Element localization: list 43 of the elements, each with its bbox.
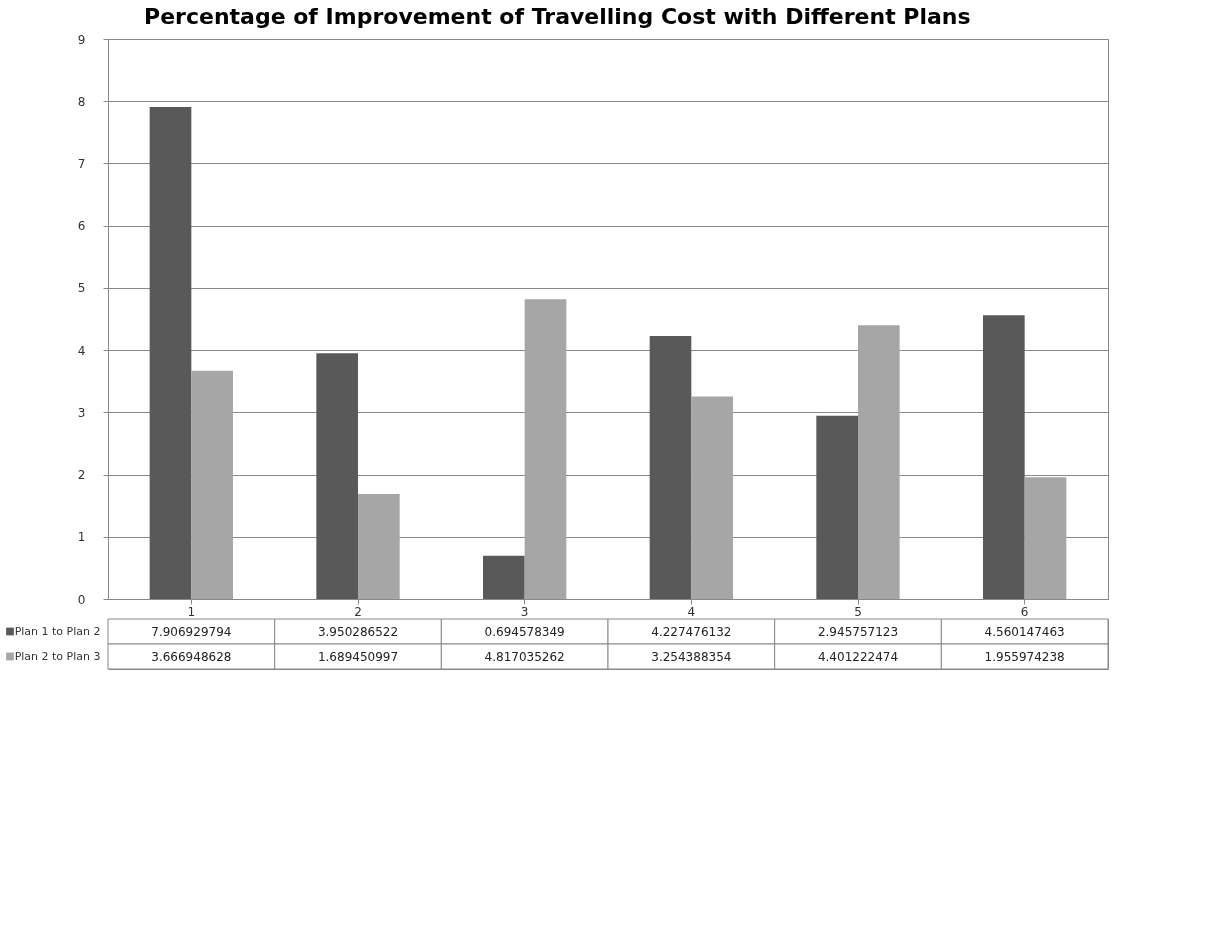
y-tick-label: 4 [77,343,86,358]
data-label: 3.950286522 [317,624,399,639]
bar [358,493,400,599]
data-label: 2.945757123 [817,624,899,639]
bar [149,107,192,599]
bar [816,415,858,599]
x-tick-label: 5 [854,604,862,619]
y-tick-label: 7 [77,156,86,171]
x-tick-label: 6 [1020,604,1029,619]
y-tick-label: 3 [77,405,86,420]
data-label: 1.955974238 [984,649,1065,664]
y-tick-label: 2 [77,468,86,483]
bar [316,353,358,599]
x-tick-label: 3 [520,604,529,619]
data-label: 3.666948628 [151,649,232,664]
data-label: 4.227476132 [651,624,732,639]
bar [524,299,567,599]
legend-label: Plan 1 to Plan 2 [14,624,101,638]
x-tick-label: 1 [187,604,196,619]
bar [983,315,1025,599]
x-tick-label: 2 [354,604,362,619]
y-tick-label: 1 [77,530,86,545]
data-label: 4.560147463 [984,624,1065,639]
bar [691,396,733,599]
y-tick-label: 8 [77,94,86,109]
y-tick-label: 0 [77,592,86,607]
x-tick-label: 4 [687,604,696,619]
data-label: 1.689450997 [317,649,399,664]
bar [483,555,525,599]
data-label: 0.694578349 [484,624,565,639]
data-label: 3.254388354 [651,649,732,664]
data-label: 7.906929794 [151,624,232,639]
y-tick-label: 6 [77,219,86,234]
y-tick-label: 5 [77,281,86,296]
data-label: 4.401222474 [817,649,899,664]
bar [858,325,900,599]
data-label: 4.817035262 [484,649,565,664]
bar [649,335,692,599]
y-tick-label: 9 [77,32,86,47]
legend-label: Plan 2 to Plan 3 [14,649,101,663]
chart-title: Percentage of Improvement of Travelling Cost with Different Plans [144,3,971,29]
bar [191,370,233,599]
bar [1024,477,1067,599]
